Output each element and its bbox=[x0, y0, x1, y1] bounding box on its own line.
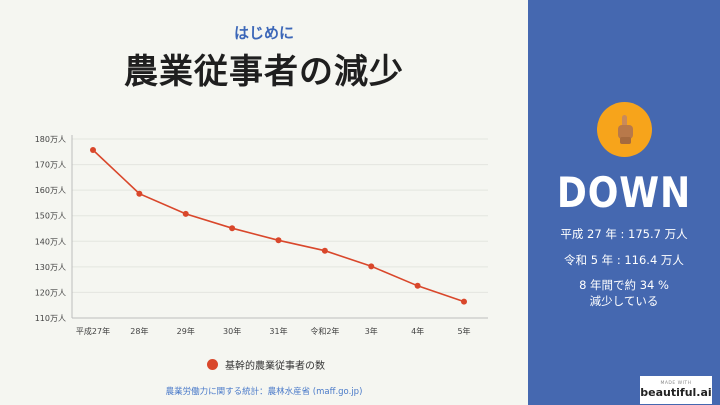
legend-marker bbox=[207, 359, 218, 370]
slide-subtitle: はじめに bbox=[233, 24, 294, 42]
x-tick-label: 28年 bbox=[130, 326, 148, 336]
x-tick-label: 平成27年 bbox=[76, 326, 110, 336]
x-tick-label: 31年 bbox=[269, 326, 287, 336]
badge-brand: beautiful.ai bbox=[640, 386, 712, 399]
beautiful-ai-badge[interactable]: MADE WITH beautiful.ai bbox=[640, 376, 712, 404]
chart-legend: 基幹的農業従事者の数 bbox=[207, 357, 325, 372]
data-point bbox=[368, 263, 375, 270]
x-tick-label: 令和2年 bbox=[310, 326, 339, 336]
legend-label: 基幹的農業従事者の数 bbox=[225, 361, 325, 372]
slide-content: はじめに 農業従事者の減少 110万人 120万人 130万人 140万人 150万人 1… bbox=[34, 24, 488, 397]
y-tick-label: 170万人 bbox=[35, 161, 66, 170]
y-tick-label: 160万人 bbox=[35, 186, 66, 195]
x-tick-label: 30年 bbox=[223, 326, 241, 336]
badge-caption: MADE WITH bbox=[660, 381, 692, 386]
stat-heisei-27: 平成 27 年 : 175.7 万人 bbox=[560, 227, 688, 241]
y-tick-label: 180万人 bbox=[35, 135, 66, 144]
y-tick-label: 110万人 bbox=[35, 314, 66, 323]
stat-reiwa-5: 令和 5 年 : 116.4 万人 bbox=[564, 253, 684, 267]
data-point bbox=[182, 210, 189, 217]
x-tick-labels: 平成27年 28年 29年 30年 31年 令和2年 3年 4年 5年 bbox=[76, 326, 471, 336]
data-point bbox=[321, 247, 328, 254]
x-tick-label: 4年 bbox=[411, 326, 424, 336]
x-tick-label: 3年 bbox=[365, 326, 378, 336]
y-tick-label: 120万人 bbox=[35, 288, 66, 297]
data-point bbox=[461, 298, 467, 305]
stat-decrease-percent: 8 年間で約 34 % bbox=[579, 278, 669, 292]
x-tick-label: 29年 bbox=[177, 326, 195, 336]
stat-decrease-note: 減少している bbox=[589, 294, 659, 308]
y-tick-label: 130万人 bbox=[35, 263, 66, 272]
series-points bbox=[90, 146, 467, 305]
data-point bbox=[414, 282, 421, 289]
down-headline: DOWN bbox=[556, 168, 692, 217]
y-tick-label: 150万人 bbox=[35, 212, 66, 221]
y-tick-labels: 110万人 120万人 130万人 140万人 150万人 160万人 170万人 180万人 bbox=[35, 135, 66, 323]
chart-gridlines bbox=[72, 138, 488, 319]
y-tick-label: 140万人 bbox=[35, 237, 66, 246]
data-point bbox=[90, 146, 96, 153]
pointing-finger-icon bbox=[597, 102, 652, 157]
series-line bbox=[92, 149, 465, 303]
data-point bbox=[136, 190, 143, 197]
data-point bbox=[275, 237, 282, 244]
summary-panel: DOWN 平成 27 年 : 175.7 万人 令和 5 年 : 116.4 万… bbox=[528, 0, 720, 405]
data-point bbox=[229, 225, 236, 232]
line-chart: 110万人 120万人 130万人 140万人 150万人 160万人 170万人 180万人… bbox=[35, 135, 488, 336]
source-citation[interactable]: 農業労働力に関する統計：農林水産省 (maff.go.jp) bbox=[165, 387, 363, 397]
x-tick-label: 5年 bbox=[457, 326, 470, 336]
slide-title: 農業従事者の減少 bbox=[124, 52, 404, 92]
